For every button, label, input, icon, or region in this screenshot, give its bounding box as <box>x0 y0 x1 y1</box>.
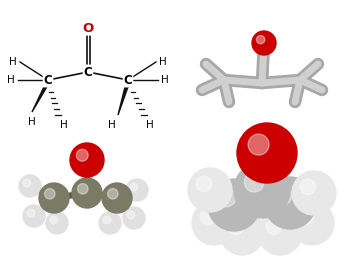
Text: C: C <box>44 73 52 86</box>
Circle shape <box>274 187 292 205</box>
Text: H: H <box>161 75 169 85</box>
Circle shape <box>234 162 290 218</box>
Circle shape <box>290 201 334 245</box>
Circle shape <box>298 209 314 224</box>
Circle shape <box>220 211 264 255</box>
Circle shape <box>196 176 211 192</box>
Text: H: H <box>108 120 116 130</box>
Circle shape <box>50 216 58 224</box>
Circle shape <box>23 205 45 227</box>
Circle shape <box>103 216 111 224</box>
Circle shape <box>208 179 260 231</box>
Text: H: H <box>146 120 154 130</box>
Circle shape <box>99 212 121 234</box>
Text: C: C <box>124 73 132 86</box>
Polygon shape <box>32 82 50 112</box>
Circle shape <box>130 183 138 191</box>
Circle shape <box>72 178 102 208</box>
Text: C: C <box>84 65 92 78</box>
Circle shape <box>23 179 31 187</box>
Circle shape <box>252 31 276 55</box>
Circle shape <box>78 184 88 194</box>
Circle shape <box>188 168 232 212</box>
Circle shape <box>257 36 265 44</box>
Circle shape <box>127 211 135 219</box>
Circle shape <box>192 201 236 245</box>
Circle shape <box>244 172 264 192</box>
Text: H: H <box>9 57 17 67</box>
Text: H: H <box>60 120 68 130</box>
Circle shape <box>248 134 269 155</box>
Polygon shape <box>118 82 130 115</box>
Circle shape <box>27 209 35 217</box>
Text: H: H <box>7 75 15 85</box>
Circle shape <box>19 175 41 197</box>
Circle shape <box>258 211 302 255</box>
Circle shape <box>237 123 297 183</box>
Circle shape <box>200 209 216 224</box>
Text: O: O <box>82 21 94 34</box>
Circle shape <box>44 189 55 199</box>
Circle shape <box>228 219 244 235</box>
Text: H: H <box>159 57 167 67</box>
Circle shape <box>46 212 68 234</box>
Text: H: H <box>28 117 36 127</box>
Circle shape <box>264 177 316 229</box>
Circle shape <box>70 143 104 177</box>
Circle shape <box>292 171 336 215</box>
Circle shape <box>107 189 118 199</box>
Circle shape <box>123 207 145 229</box>
Circle shape <box>300 179 316 195</box>
Circle shape <box>76 149 88 161</box>
Circle shape <box>266 219 281 235</box>
Circle shape <box>102 183 132 213</box>
Circle shape <box>39 183 69 213</box>
Circle shape <box>126 179 148 201</box>
Circle shape <box>218 189 236 207</box>
